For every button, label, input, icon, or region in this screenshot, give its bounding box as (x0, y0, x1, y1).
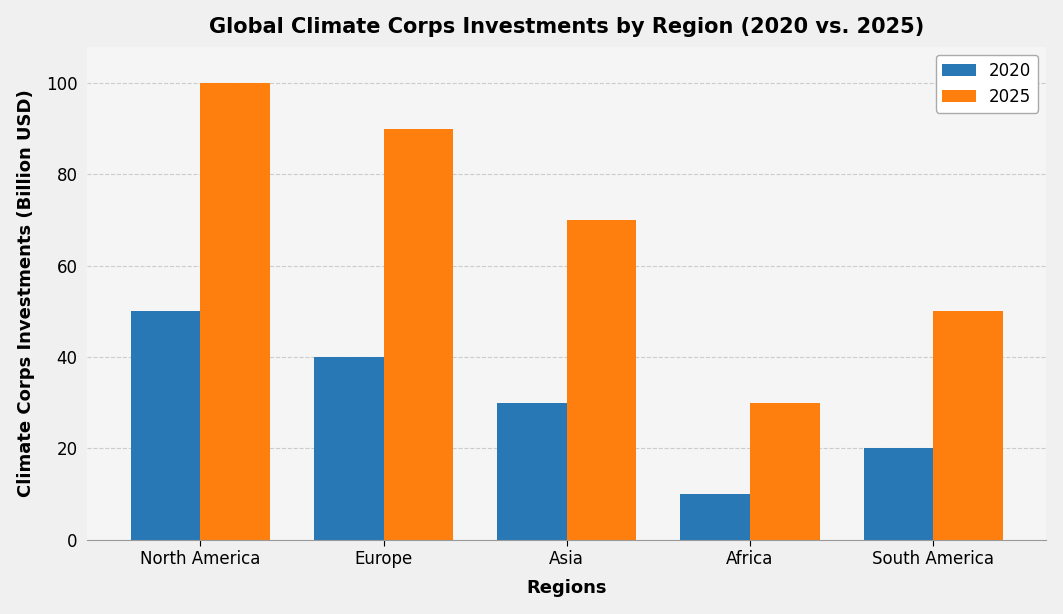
Bar (497, 403, 567, 540)
Bar (314, 357, 384, 540)
Bar (749, 403, 820, 540)
Bar (863, 448, 933, 540)
Bar (384, 129, 453, 540)
Title: Global Climate Corps Investments by Region (2020 vs. 2025): Global Climate Corps Investments by Regi… (209, 17, 925, 37)
Bar (200, 83, 270, 540)
Bar (680, 494, 749, 540)
Legend: 2020, 2025: 2020, 2025 (935, 55, 1037, 112)
Bar (567, 220, 637, 540)
Bar (933, 311, 1002, 540)
X-axis label: Regions: Regions (526, 580, 607, 597)
Bar (131, 311, 200, 540)
Y-axis label: Climate Corps Investments (Billion USD): Climate Corps Investments (Billion USD) (17, 89, 35, 497)
